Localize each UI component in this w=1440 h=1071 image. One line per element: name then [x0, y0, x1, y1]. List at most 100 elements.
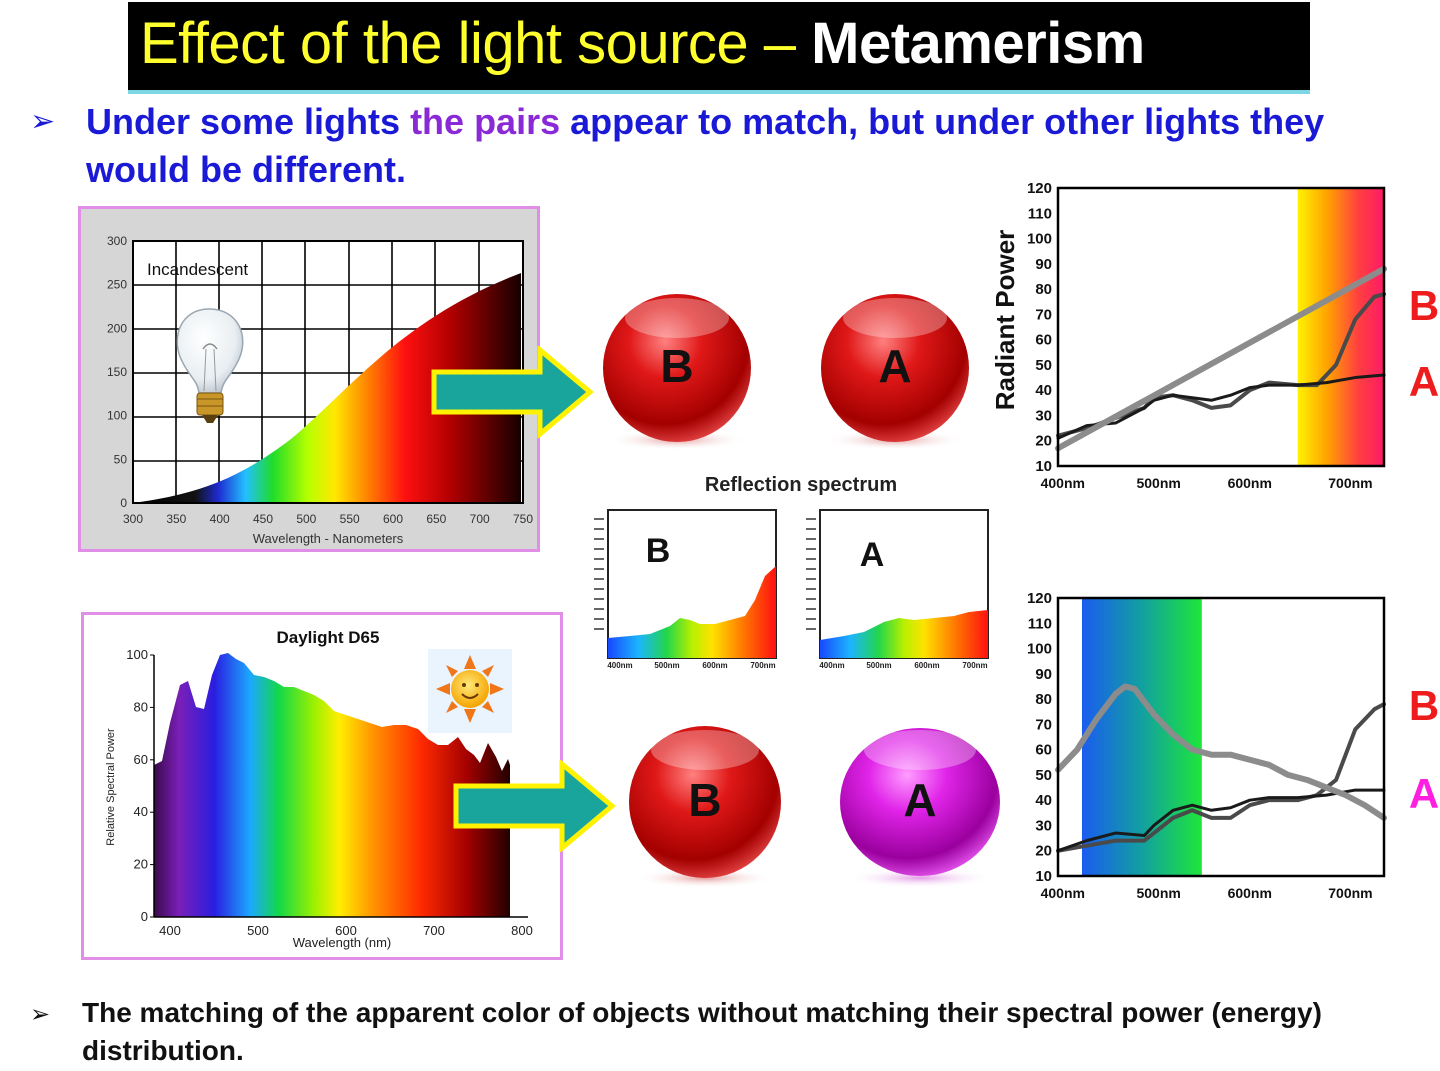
series-a — [1056, 373, 1386, 440]
rp-y-tick: 70 — [1035, 306, 1052, 323]
day-x-tick: 400 — [159, 923, 181, 938]
incandescent-y-ticks: 0 50 100 150 200 250 300 — [107, 234, 127, 510]
rp-y-tick: 60 — [1035, 742, 1052, 759]
slide-title: Effect of the light source – Metamerism — [140, 11, 1145, 76]
rp-y-tick: 50 — [1035, 767, 1052, 784]
reflection-a-x-ticks: 400nm 500nm 600nm 700nm — [819, 661, 987, 670]
inc-x-tick: 650 — [426, 512, 446, 526]
bottom-spheres: B A — [629, 726, 1000, 888]
rp-y-tick: 60 — [1035, 332, 1052, 349]
rp-y-tick: 80 — [1035, 691, 1052, 708]
inc-x-tick: 400 — [210, 512, 230, 526]
series-b — [1056, 702, 1386, 853]
rp-y-label: Radiant Power — [990, 230, 1020, 411]
inc-y-tick: 100 — [107, 409, 127, 423]
day-y-tick: 100 — [126, 647, 148, 662]
rp-y-tick: 40 — [1035, 382, 1052, 399]
inc-x-tick: 750 — [513, 512, 533, 526]
day-x-tick: 500 — [247, 923, 269, 938]
sphere-b-bottom: B — [629, 726, 781, 878]
incandescent-x-label: Wavelength - Nanometers — [253, 531, 404, 546]
series-label-a: A — [1409, 770, 1439, 817]
light-band — [1081, 598, 1202, 876]
daylight-chart: Daylight D65 0 20 40 60 80 100 400 500 600 700 80… — [105, 628, 533, 950]
rp-y-tick: 120 — [1027, 590, 1052, 607]
svg-text:500nm: 500nm — [866, 661, 891, 670]
day-x-tick: 800 — [511, 923, 533, 938]
series-label-b: B — [1409, 282, 1439, 329]
inc-y-tick: 0 — [120, 496, 127, 510]
lightbulb-icon — [176, 308, 244, 423]
svg-text:500nm: 500nm — [654, 661, 679, 670]
incandescent-x-ticks: 300 350 400 450 500 550 600 650 700 750 — [123, 512, 533, 526]
svg-text:400nm: 400nm — [607, 661, 632, 670]
rp-y-tick: 120 — [1027, 180, 1052, 197]
series-label-b: B — [1409, 682, 1439, 729]
top-spheres: B A — [603, 294, 969, 450]
inc-y-tick: 50 — [114, 452, 128, 466]
series-illuminant — [1055, 683, 1387, 821]
rp-y-tick: 90 — [1035, 256, 1052, 273]
rp-y-tick: 100 — [1027, 231, 1052, 248]
svg-text:B: B — [688, 774, 721, 826]
radiant-power-chart-top: 10 20 30 40 50 60 70 80 90 100 110 120 400nm 500nm 600… — [990, 180, 1439, 491]
reflection-b-chart: B 400nm 500nm 600nm 700nm — [594, 509, 777, 670]
rp-y-tick: 40 — [1035, 792, 1052, 809]
reflection-a-chart: A 400nm 500nm 600nm 700nm — [806, 509, 989, 670]
inc-x-tick: 300 — [123, 512, 143, 526]
inc-x-tick: 600 — [383, 512, 403, 526]
radiant-power-chart-bottom: 10 20 30 40 50 60 70 80 90 100 110 120 400nm 500nm 600… — [1027, 590, 1439, 901]
day-y-tick: 20 — [134, 857, 148, 872]
rp-y-tick: 10 — [1035, 868, 1052, 885]
bullet-intro-text: Under some lights the pairs appear to ma… — [86, 101, 1325, 190]
title-underline — [128, 90, 1310, 94]
rp-x-tick: 700nm — [1328, 885, 1372, 901]
daylight-x-label: Wavelength (nm) — [293, 935, 392, 950]
day-y-tick: 60 — [134, 752, 148, 767]
series-label-a: A — [1409, 358, 1439, 405]
svg-text:600nm: 600nm — [914, 661, 939, 670]
day-y-tick: 40 — [134, 804, 148, 819]
inc-x-tick: 500 — [296, 512, 316, 526]
svg-text:700nm: 700nm — [962, 661, 987, 670]
bullet-arrow-icon: ➢ — [30, 1001, 51, 1028]
incandescent-label: Incandescent — [147, 260, 248, 279]
rp-y-tick: 20 — [1035, 843, 1052, 860]
rp-y-tick: 10 — [1035, 458, 1052, 475]
daylight-y-label: Relative Spectral Power — [105, 728, 117, 846]
daylight-x-ticks: 400 500 600 700 800 — [159, 923, 533, 938]
svg-text:400nm: 400nm — [819, 661, 844, 670]
rp-x-tick: 600nm — [1228, 885, 1272, 901]
bullet-definition-text: The matching of the apparent color of ob… — [82, 997, 1322, 1066]
bullet-arrow-icon: ➢ — [30, 105, 56, 138]
svg-text:600nm: 600nm — [702, 661, 727, 670]
rp-y-tick: 90 — [1035, 666, 1052, 683]
incandescent-spectrum — [133, 273, 521, 503]
day-x-tick: 700 — [423, 923, 445, 938]
rp-y-tick: 50 — [1035, 357, 1052, 374]
rp-y-tick: 110 — [1028, 205, 1052, 222]
rp-x-tick: 600nm — [1228, 475, 1272, 491]
rp-x-tick: 400nm — [1041, 475, 1085, 491]
reflection-b-label: B — [646, 532, 671, 570]
rp-y-tick: 20 — [1035, 433, 1052, 450]
sun-icon — [428, 649, 512, 733]
series-a — [1056, 788, 1386, 853]
inc-x-tick: 700 — [470, 512, 490, 526]
rp-x-tick: 500nm — [1136, 885, 1180, 901]
rp-y-tick: 100 — [1027, 641, 1052, 658]
inc-x-tick: 350 — [166, 512, 186, 526]
rp-x-tick: 700nm — [1328, 475, 1372, 491]
rp-y-tick: 110 — [1028, 615, 1052, 632]
reflection-title: Reflection spectrum — [704, 474, 898, 496]
inc-y-tick: 250 — [107, 278, 127, 292]
inc-y-tick: 150 — [107, 365, 127, 379]
day-y-tick: 0 — [141, 909, 148, 924]
inc-x-tick: 550 — [340, 512, 360, 526]
sphere-b-top: B — [603, 294, 751, 442]
svg-text:A: A — [903, 774, 936, 826]
rp-x-tick: 500nm — [1136, 475, 1180, 491]
day-y-tick: 80 — [134, 699, 148, 714]
inc-y-tick: 200 — [107, 321, 127, 335]
rp-y-tick: 30 — [1035, 817, 1052, 834]
